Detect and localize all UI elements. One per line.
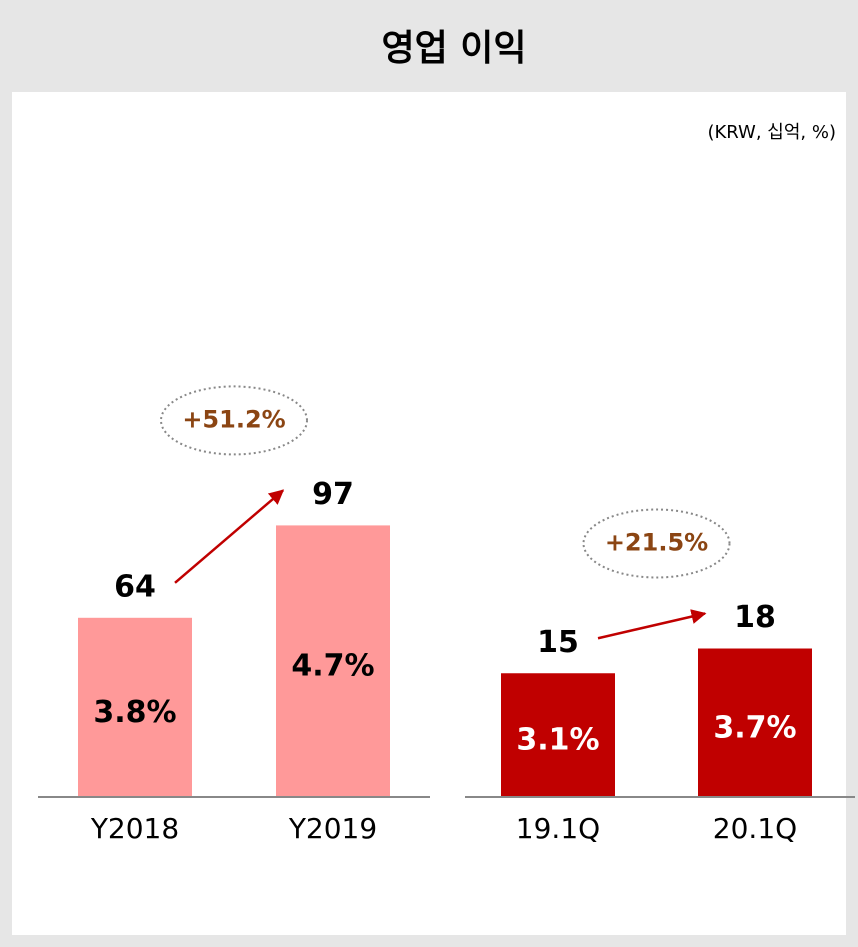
bar — [276, 525, 390, 797]
growth-bubble — [160, 385, 308, 456]
growth-label: +21.5% — [605, 529, 708, 557]
growth-arrow — [174, 489, 285, 584]
growth-bubble — [582, 508, 731, 579]
x-tick-label: 19.1Q — [516, 812, 600, 845]
chart-title: 영업 이익 — [381, 28, 526, 69]
bar — [501, 673, 615, 797]
panel — [12, 92, 846, 935]
value-label: 18 — [734, 600, 776, 635]
margin-label: 3.8% — [93, 695, 176, 730]
x-tick-label: 20.1Q — [713, 812, 797, 845]
growth-label: +51.2% — [182, 405, 285, 433]
x-tick-label: Y2019 — [288, 812, 377, 845]
value-label: 15 — [537, 625, 579, 660]
margin-label: 3.1% — [516, 723, 599, 758]
margin-label: 3.7% — [713, 710, 796, 745]
bar — [698, 648, 812, 797]
value-label: 64 — [114, 569, 156, 604]
growth-arrow — [597, 609, 707, 640]
x-tick-label: Y2018 — [90, 812, 179, 845]
value-label: 97 — [312, 477, 354, 512]
bar — [78, 617, 192, 797]
unit-label: (KRW, 십억, %) — [707, 122, 836, 143]
margin-label: 4.7% — [291, 649, 374, 684]
